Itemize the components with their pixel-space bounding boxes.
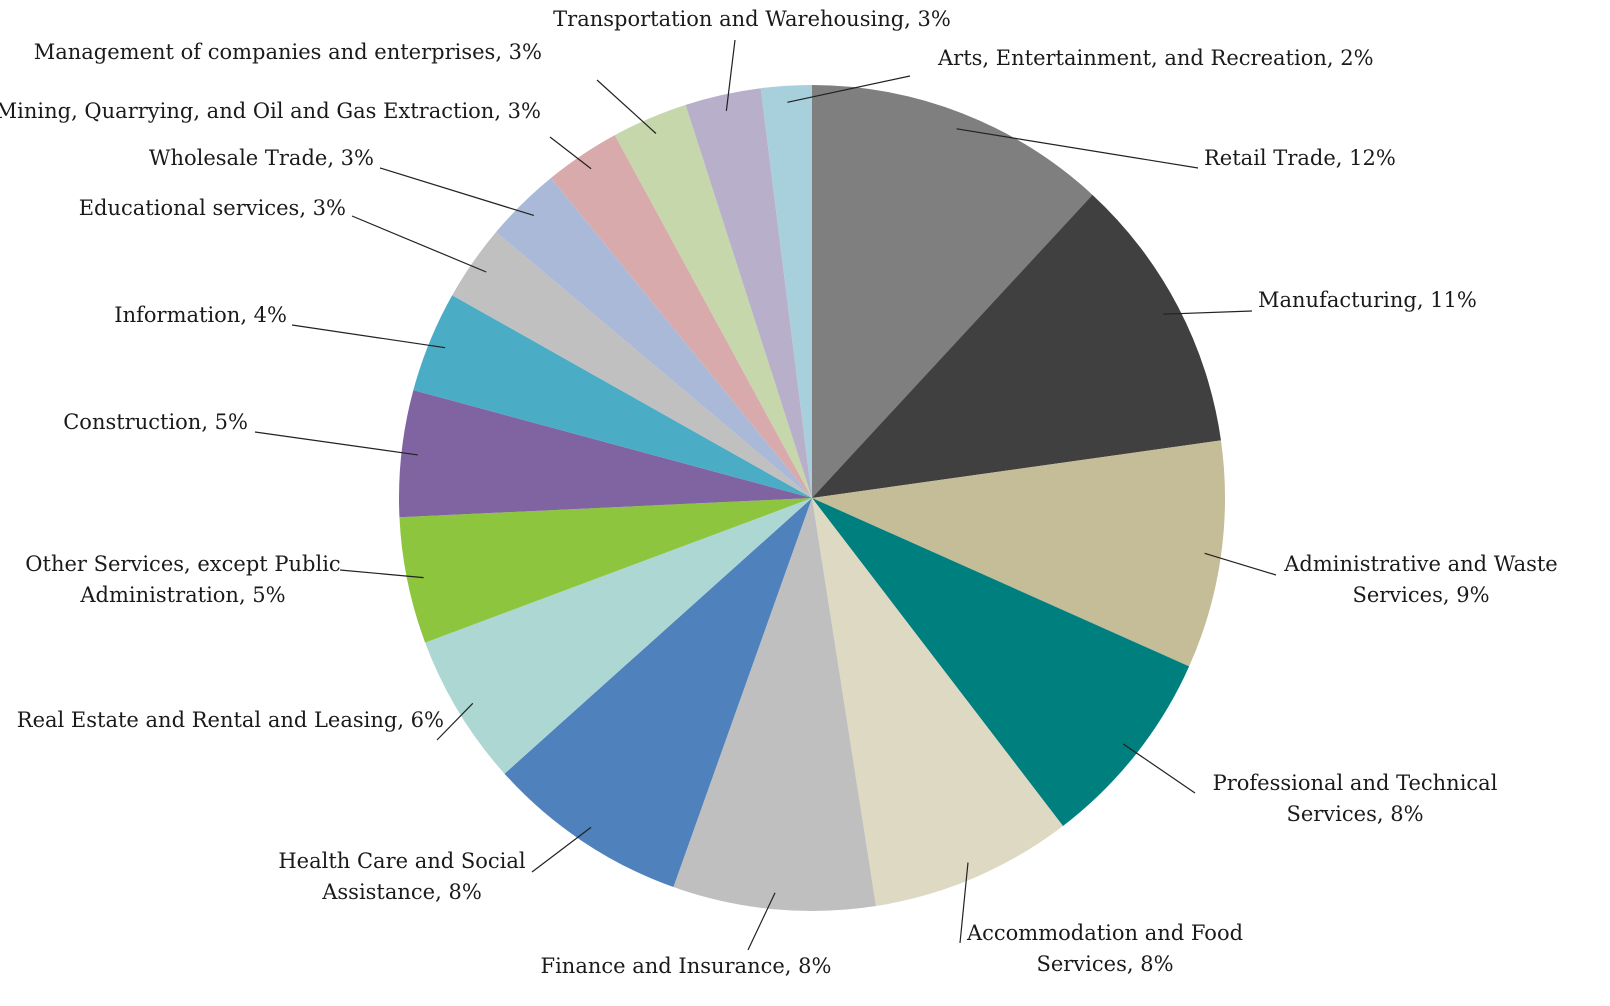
leader-line xyxy=(339,569,424,579)
pie-slice xyxy=(812,498,1190,826)
slice-label-line: Assistance, 8% xyxy=(321,880,482,904)
pie-slice xyxy=(413,295,812,498)
slice-label: Arts, Entertainment, and Recreation, 2% xyxy=(937,46,1374,70)
slice-label-line: Transportation and Warehousing, 3% xyxy=(553,7,951,31)
leader-line xyxy=(959,862,969,944)
pie-slice xyxy=(685,88,812,499)
pie-slice xyxy=(760,85,812,498)
slice-label-line: Other Services, except Public xyxy=(25,552,340,576)
slice-label-line: Administrative and Waste xyxy=(1283,552,1557,576)
slice-label: Accommodation and Food Services, 8% xyxy=(966,921,1243,976)
slice-label: Manufacturing, 11% xyxy=(1258,288,1477,312)
pie-slice xyxy=(452,231,812,498)
leader-line xyxy=(956,128,1199,169)
pie-slice xyxy=(614,104,812,498)
leader-line xyxy=(254,431,418,456)
pie-slice xyxy=(812,440,1225,667)
pie-slice xyxy=(399,390,812,518)
leader-line xyxy=(725,39,736,111)
slice-label-line: Mining, Quarrying, and Oil and Gas Extra… xyxy=(0,99,541,123)
pie-slice xyxy=(550,135,812,499)
slice-label: Real Estate and Rental and Leasing, 6% xyxy=(17,708,444,732)
leader-line xyxy=(531,826,592,873)
slice-label-line: Administration, 5% xyxy=(79,583,285,607)
pie-slice xyxy=(504,498,812,888)
slice-label: Construction, 5% xyxy=(63,410,248,434)
slice-label: Management of companies and enterprises,… xyxy=(34,40,542,64)
slice-label-line: Wholesale Trade, 3% xyxy=(149,146,374,170)
pie-slice xyxy=(399,498,812,643)
pie-slice xyxy=(812,85,1093,498)
slice-label: Finance and Insurance, 8% xyxy=(541,954,832,978)
slice-label-line: Accommodation and Food xyxy=(966,921,1243,945)
leader-line xyxy=(379,167,535,217)
leader-line xyxy=(596,79,657,134)
leader-line xyxy=(1163,310,1253,315)
slice-label-line: Services, 8% xyxy=(1036,952,1173,976)
pie-slice xyxy=(425,498,812,774)
leader-line xyxy=(1122,743,1196,794)
slice-label: Health Care and Social Assistance, 8% xyxy=(278,849,526,904)
slice-label: Information, 4% xyxy=(114,303,287,327)
slice-label-line: Services, 8% xyxy=(1286,802,1423,826)
pie-slice xyxy=(812,194,1221,498)
slice-label-line: Manufacturing, 11% xyxy=(1258,288,1477,312)
leader-line xyxy=(747,892,776,951)
leader-line xyxy=(436,702,474,741)
pie-slice xyxy=(812,498,1063,907)
slice-label: Mining, Quarrying, and Oil and Gas Extra… xyxy=(0,99,541,123)
leader-line xyxy=(351,215,487,273)
slice-label-line: Information, 4% xyxy=(114,303,287,327)
leader-line xyxy=(1204,552,1277,576)
pie-slice xyxy=(673,498,876,912)
slice-label-line: Finance and Insurance, 8% xyxy=(541,954,832,978)
leader-line xyxy=(291,324,446,349)
slice-label-line: Services, 9% xyxy=(1352,583,1489,607)
slice-label-line: Health Care and Social xyxy=(278,849,526,873)
slice-label-line: Management of companies and enterprises,… xyxy=(34,40,542,64)
slice-label-line: Retail Trade, 12% xyxy=(1204,146,1396,170)
slice-label: Transportation and Warehousing, 3% xyxy=(553,7,951,31)
slice-label: Educational services, 3% xyxy=(79,196,346,220)
leader-line xyxy=(549,136,592,170)
slice-label: Administrative and Waste Services, 9% xyxy=(1283,552,1557,607)
slice-label: Other Services, except Public Administrat… xyxy=(25,552,340,607)
slice-label-line: Educational services, 3% xyxy=(79,196,346,220)
slice-label: Wholesale Trade, 3% xyxy=(149,146,374,170)
slice-label-line: Professional and Technical xyxy=(1213,771,1498,795)
slice-label: Professional and Technical Services, 8% xyxy=(1213,771,1498,826)
pie-slice xyxy=(496,177,812,498)
slice-label-line: Construction, 5% xyxy=(63,410,248,434)
slice-label-line: Arts, Entertainment, and Recreation, 2% xyxy=(937,46,1374,70)
leader-line xyxy=(787,75,911,103)
slice-label: Retail Trade, 12% xyxy=(1204,146,1396,170)
slice-label-line: Real Estate and Rental and Leasing, 6% xyxy=(17,708,444,732)
